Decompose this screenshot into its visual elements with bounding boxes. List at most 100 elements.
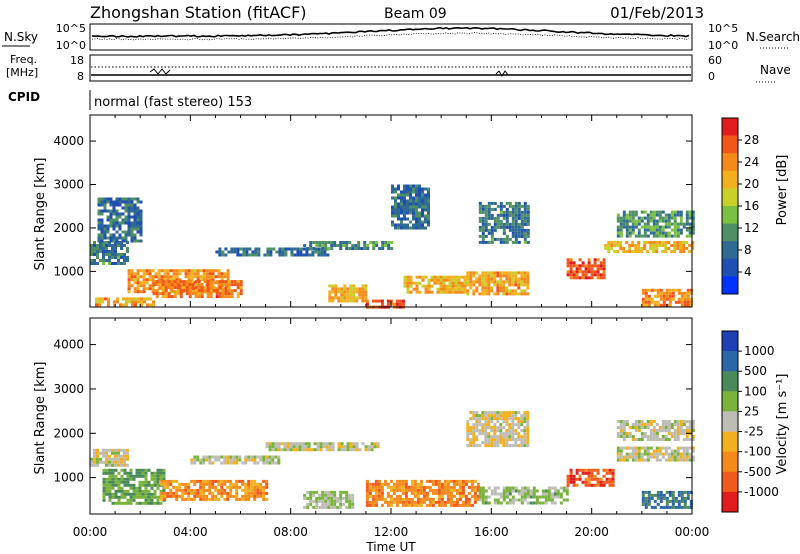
heatmap-cell <box>162 489 166 493</box>
heatmap-cell <box>643 216 647 220</box>
heatmap-cell <box>643 247 647 250</box>
heatmap-cell <box>336 499 340 503</box>
heatmap-cell <box>688 231 692 235</box>
heatmap-cell <box>200 292 204 296</box>
heatmap-cell <box>490 492 494 496</box>
heatmap-cell <box>215 295 219 299</box>
heatmap-cell <box>159 489 163 493</box>
heatmap-cell <box>578 474 582 478</box>
heatmap-cell <box>487 207 491 211</box>
heatmap-cell <box>415 199 418 203</box>
heatmap-cell <box>655 222 659 226</box>
heatmap-cell <box>457 278 461 282</box>
heatmap-cell <box>199 494 203 498</box>
colorbar-swatch <box>722 451 738 473</box>
heatmap-cell <box>126 492 130 496</box>
heatmap-cell <box>599 480 603 484</box>
heatmap-cell <box>469 426 473 430</box>
heatmap-cell <box>566 273 570 277</box>
heatmap-cell <box>169 278 173 282</box>
heatmap-cell <box>661 423 665 426</box>
heatmap-cell <box>235 461 239 465</box>
heatmap-cell <box>96 262 99 265</box>
heatmap-cell <box>404 491 408 495</box>
heatmap-cell <box>114 457 117 461</box>
heatmap-cell <box>484 210 488 214</box>
heatmap-cell <box>676 225 680 229</box>
heatmap-cell <box>187 491 191 495</box>
heatmap-cell <box>514 210 518 214</box>
heatmap-cell <box>502 432 506 436</box>
heatmap-cell <box>593 273 597 277</box>
heatmap-cell <box>496 435 500 439</box>
heatmap-cell <box>128 300 131 304</box>
heatmap-cell <box>416 482 420 486</box>
power-heatmap <box>90 184 695 309</box>
heatmap-cell <box>223 458 227 462</box>
heatmap-cell <box>668 505 672 509</box>
heatmap-cell <box>572 264 576 268</box>
heatmap-cell <box>532 501 536 505</box>
heatmap-cell <box>517 492 521 496</box>
heatmap-cell <box>107 297 110 301</box>
heatmap-cell <box>410 500 414 504</box>
heatmap-cell <box>661 225 665 229</box>
heatmap-cell <box>127 281 131 285</box>
heatmap-cell <box>499 423 503 427</box>
heatmap-cell <box>406 190 409 194</box>
heatmap-cell <box>108 474 112 478</box>
heatmap-cell <box>114 451 117 455</box>
heatmap-cell <box>679 228 683 232</box>
heatmap-cell <box>472 435 476 439</box>
heatmap-cell <box>499 210 503 214</box>
heatmap-cell <box>641 291 645 295</box>
heatmap-cell <box>616 250 620 253</box>
heatmap-cell <box>127 212 131 216</box>
velocity-x-axis <box>89 318 693 514</box>
heatmap-cell <box>517 498 521 502</box>
heatmap-cell <box>487 441 491 445</box>
heatmap-cell <box>652 432 656 435</box>
heatmap-cell <box>437 482 441 486</box>
colorbar-swatch <box>722 391 738 412</box>
heatmap-cell <box>221 283 225 287</box>
heatmap-cell <box>114 501 118 505</box>
heatmap-cell <box>217 479 221 483</box>
heatmap-cell <box>161 280 165 284</box>
heatmap-cell <box>481 283 485 287</box>
heatmap-cell <box>144 477 148 481</box>
heatmap-cell <box>611 471 615 475</box>
heatmap-cell <box>172 494 176 498</box>
heatmap-cell <box>616 449 620 453</box>
heatmap-cell <box>418 211 421 215</box>
heatmap-cell <box>508 271 512 275</box>
heatmap-cell <box>112 221 116 225</box>
heatmap-cell <box>493 492 497 496</box>
heatmap-cell <box>136 281 140 285</box>
heatmap-cell <box>424 202 427 206</box>
heatmap-cell <box>631 458 635 462</box>
heatmap-cell <box>386 494 390 498</box>
heatmap-cell <box>487 426 491 430</box>
heatmap-cell <box>659 493 663 497</box>
heatmap-cell <box>622 213 626 217</box>
heatmap-cell <box>318 244 322 247</box>
heatmap-cell <box>206 295 210 299</box>
heatmap-cell <box>395 299 399 303</box>
heatmap-cell <box>667 213 671 217</box>
heatmap-cell <box>181 482 185 486</box>
heatmap-cell <box>343 448 347 452</box>
heatmap-cell <box>163 278 167 282</box>
heatmap-cell <box>371 485 375 489</box>
heatmap-cell <box>101 300 104 304</box>
heatmap-cell <box>190 488 194 492</box>
heatmap-cell <box>634 225 638 229</box>
heatmap-cell <box>646 228 650 232</box>
heatmap-cell <box>502 237 506 241</box>
heatmap-cell <box>409 281 413 285</box>
heatmap-cell <box>208 269 212 273</box>
heatmap-cell <box>413 503 417 507</box>
heatmap-cell <box>409 196 412 200</box>
heatmap-cell <box>481 414 485 418</box>
heatmap-cell <box>667 420 671 423</box>
